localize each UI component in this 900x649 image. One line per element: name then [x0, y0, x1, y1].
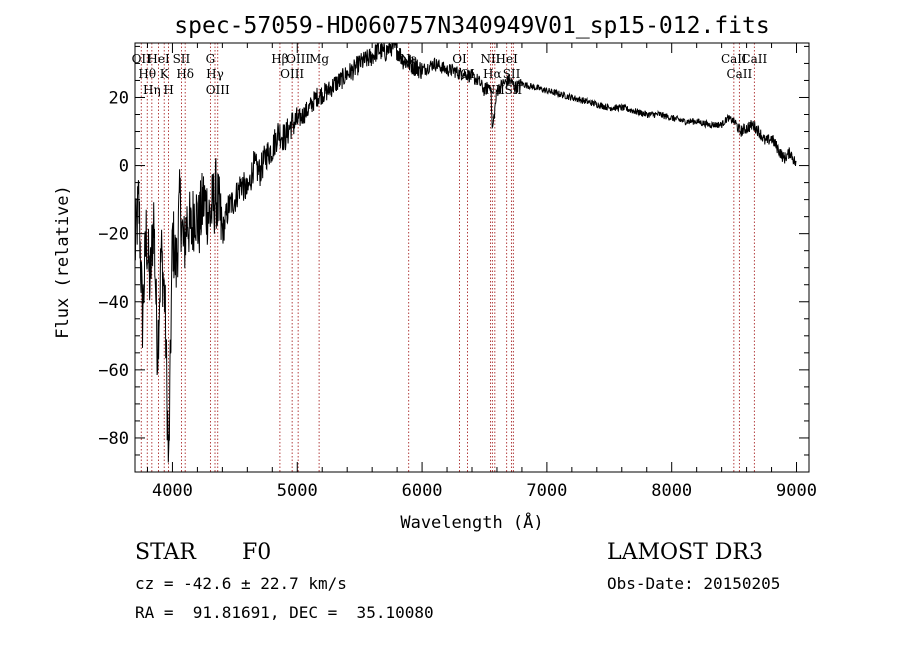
line-marker-label: Hγ: [206, 67, 224, 81]
line-marker-label: Hβ: [271, 52, 288, 66]
obs-date: Obs-Date: 20150205: [607, 574, 781, 593]
line-marker-label: Hα: [483, 67, 502, 81]
line-marker-label: G: [206, 52, 216, 66]
line-marker-label: NII: [480, 52, 500, 66]
line-marker-label: OIII: [206, 83, 230, 97]
line-markers: [140, 43, 755, 472]
spectrum-line: [134, 42, 797, 463]
object-subclass: F0: [242, 540, 272, 565]
object-class: STAR: [135, 540, 196, 565]
x-axis: 4000 5000 6000 7000 8000 9000: [146, 43, 817, 501]
line-marker-label: OIII: [280, 67, 304, 81]
line-marker-label: HeI: [147, 52, 170, 66]
x-tick-label: 4000: [152, 481, 193, 501]
line-marker-label: OII: [132, 52, 152, 66]
line-marker-label: Hη: [143, 83, 161, 97]
line-marker-label: SII: [173, 52, 191, 66]
chart-title: spec-57059-HD060757N340949V01_sp15-012.f…: [174, 13, 769, 39]
line-marker-label: HeI: [496, 52, 519, 66]
x-tick-label: 8000: [651, 481, 692, 501]
x-tick-label: 5000: [277, 481, 318, 501]
line-marker-label: Hδ: [176, 67, 194, 81]
y-axis: −80 −60 −40 −20 0 20: [98, 45, 809, 473]
redshift-cz: cz = -42.6 ± 22.7 km/s: [135, 574, 347, 593]
y-tick-label: 0: [119, 157, 129, 177]
line-marker-label: CaII: [721, 52, 747, 66]
y-tick-label: 20: [109, 88, 129, 108]
ra-dec: RA = 91.81691, DEC = 35.10080: [135, 603, 434, 622]
line-marker-label: H: [163, 83, 173, 97]
x-axis-label: Wavelength (Å): [400, 511, 543, 533]
x-tick-label: 9000: [776, 481, 817, 501]
survey-name: LAMOST DR3: [607, 540, 763, 565]
line-marker-label: CaII: [741, 52, 767, 66]
x-tick-label: 6000: [402, 481, 443, 501]
line-marker-label: CaII: [726, 67, 752, 81]
y-tick-label: −20: [98, 225, 129, 245]
y-tick-label: −40: [98, 293, 129, 313]
line-marker-label: OIII: [286, 52, 310, 66]
y-axis-label: Flux (relative): [53, 185, 73, 339]
line-marker-label: Hθ: [138, 67, 156, 81]
line-marker-label: K: [160, 67, 170, 81]
y-tick-label: −80: [98, 429, 129, 449]
x-tick-label: 7000: [526, 481, 567, 501]
line-marker-label: OI: [452, 52, 467, 66]
plot-frame: [134, 42, 810, 473]
y-tick-label: −60: [98, 361, 129, 381]
line-marker-label: Mg: [309, 52, 329, 66]
